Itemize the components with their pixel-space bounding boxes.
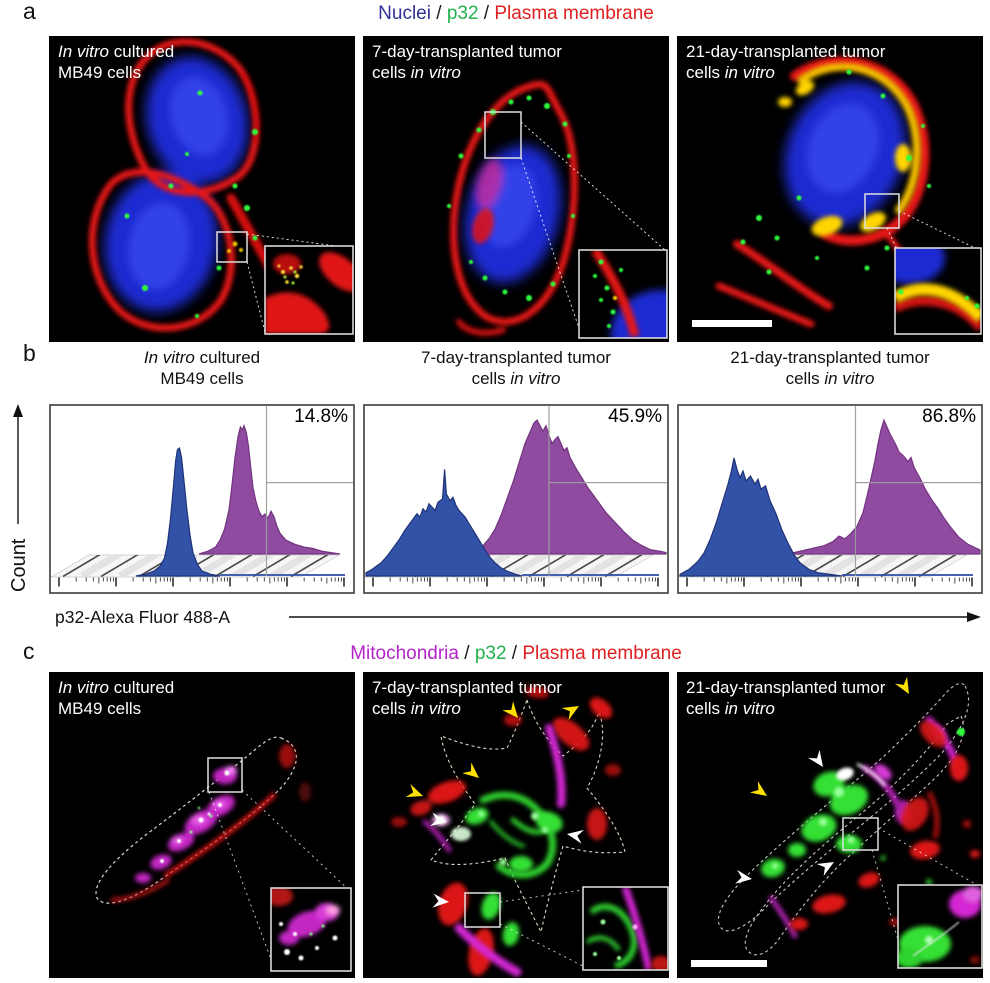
y-axis-label-count: Count (2, 402, 46, 599)
svg-text:p32-Alexa Fluor 488-A: p32-Alexa Fluor 488-A (55, 607, 230, 627)
image-caption: 7-day-transplanted tumor cells in vitro (372, 678, 562, 718)
micrograph-a-invitro: In vitro cultured MB49 cells (49, 36, 355, 342)
percent-label: 14.8% (294, 406, 348, 427)
roi-box (216, 231, 248, 263)
roi-box (842, 817, 879, 851)
inset-box (265, 246, 353, 334)
micrograph-a-21day-art (677, 36, 983, 342)
percent-label: 86.8% (922, 406, 976, 427)
panel-a-row: In vitro cultured MB49 cells (49, 36, 983, 342)
histogram-svg (677, 404, 983, 594)
roi-box (464, 892, 501, 928)
inset-zoom-connector (520, 121, 666, 335)
inset-box (583, 887, 668, 970)
histogram-plot-21day: 86.8% (677, 404, 983, 594)
roi-box (484, 111, 522, 159)
panel-b-titles: In vitro cultured MB49 cells 7-day-transp… (49, 347, 983, 389)
micrograph-c-invitro: In vitro cultured MB49 cells (49, 672, 355, 978)
image-caption: In vitro cultured MB49 cells (58, 678, 175, 718)
panel-a-legend: Nuclei / p32 / Plasma membrane (378, 3, 654, 24)
histogram-plot-invitro: 14.8% (49, 404, 355, 594)
image-caption: In vitro cultured MB49 cells (58, 42, 175, 82)
panel-label-a: a (23, 0, 36, 24)
micrograph-c-7day-art (363, 672, 669, 978)
inset-box (895, 248, 981, 334)
inset-zoom-connector (208, 789, 350, 971)
image-caption: 21-day-transplanted tumor cells in vitro (686, 42, 886, 82)
image-caption: 21-day-transplanted tumor cells in vitro (686, 678, 886, 718)
micrograph-a-7day: 7-day-transplanted tumor cells in vitro (363, 36, 669, 342)
scale-bar (692, 320, 772, 327)
micrograph-c-7day: 7-day-transplanted tumor cells in vitro (363, 672, 669, 978)
panel-label-b: b (23, 340, 36, 366)
percent-label: 45.9% (608, 406, 662, 427)
micrograph-c-invitro-art (49, 672, 355, 978)
inset-zoom-connector (871, 827, 980, 965)
inset-box (579, 250, 667, 338)
x-axis-label: p32-Alexa Fluor 488-A (49, 604, 983, 637)
inset-box (898, 885, 982, 968)
inset-box (271, 888, 351, 971)
cell-outline-dashed (95, 736, 297, 904)
cell-outline-dashed (717, 682, 969, 956)
inset-zoom-connector (499, 889, 584, 967)
histogram-title: 21-day-transplanted tumor cells in vitro (730, 348, 930, 388)
micrograph-a-21day: 21-day-transplanted tumor cells in vitro (677, 36, 983, 342)
svg-text:Count: Count (8, 538, 30, 592)
micrograph-c-21day-art (677, 672, 983, 978)
roi-box (207, 757, 243, 793)
micrograph-c-21day: 21-day-transplanted tumor cells in vitro (677, 672, 983, 978)
histogram-title: In vitro cultured MB49 cells (143, 348, 261, 388)
micrograph-a-7day-art (363, 36, 669, 342)
histogram-plot-7day: 45.9% (363, 404, 669, 594)
histogram-title: 7-day-transplanted tumor cells in vitro (421, 348, 611, 388)
histogram-svg (49, 404, 355, 594)
panel-c-legend: Mitochondria / p32 / Plasma membrane (350, 643, 682, 664)
inset-zoom-connector (246, 233, 352, 333)
panel-c-row: In vitro cultured MB49 cells (49, 672, 983, 978)
panel-b-row: 14.8% 45.9% 86.8% (49, 404, 983, 594)
scale-bar (691, 960, 767, 967)
image-caption: 7-day-transplanted tumor cells in vitro (372, 42, 562, 82)
panel-label-c: c (23, 638, 35, 664)
micrograph-a-invitro-art (49, 36, 355, 342)
histogram-svg (363, 404, 669, 594)
